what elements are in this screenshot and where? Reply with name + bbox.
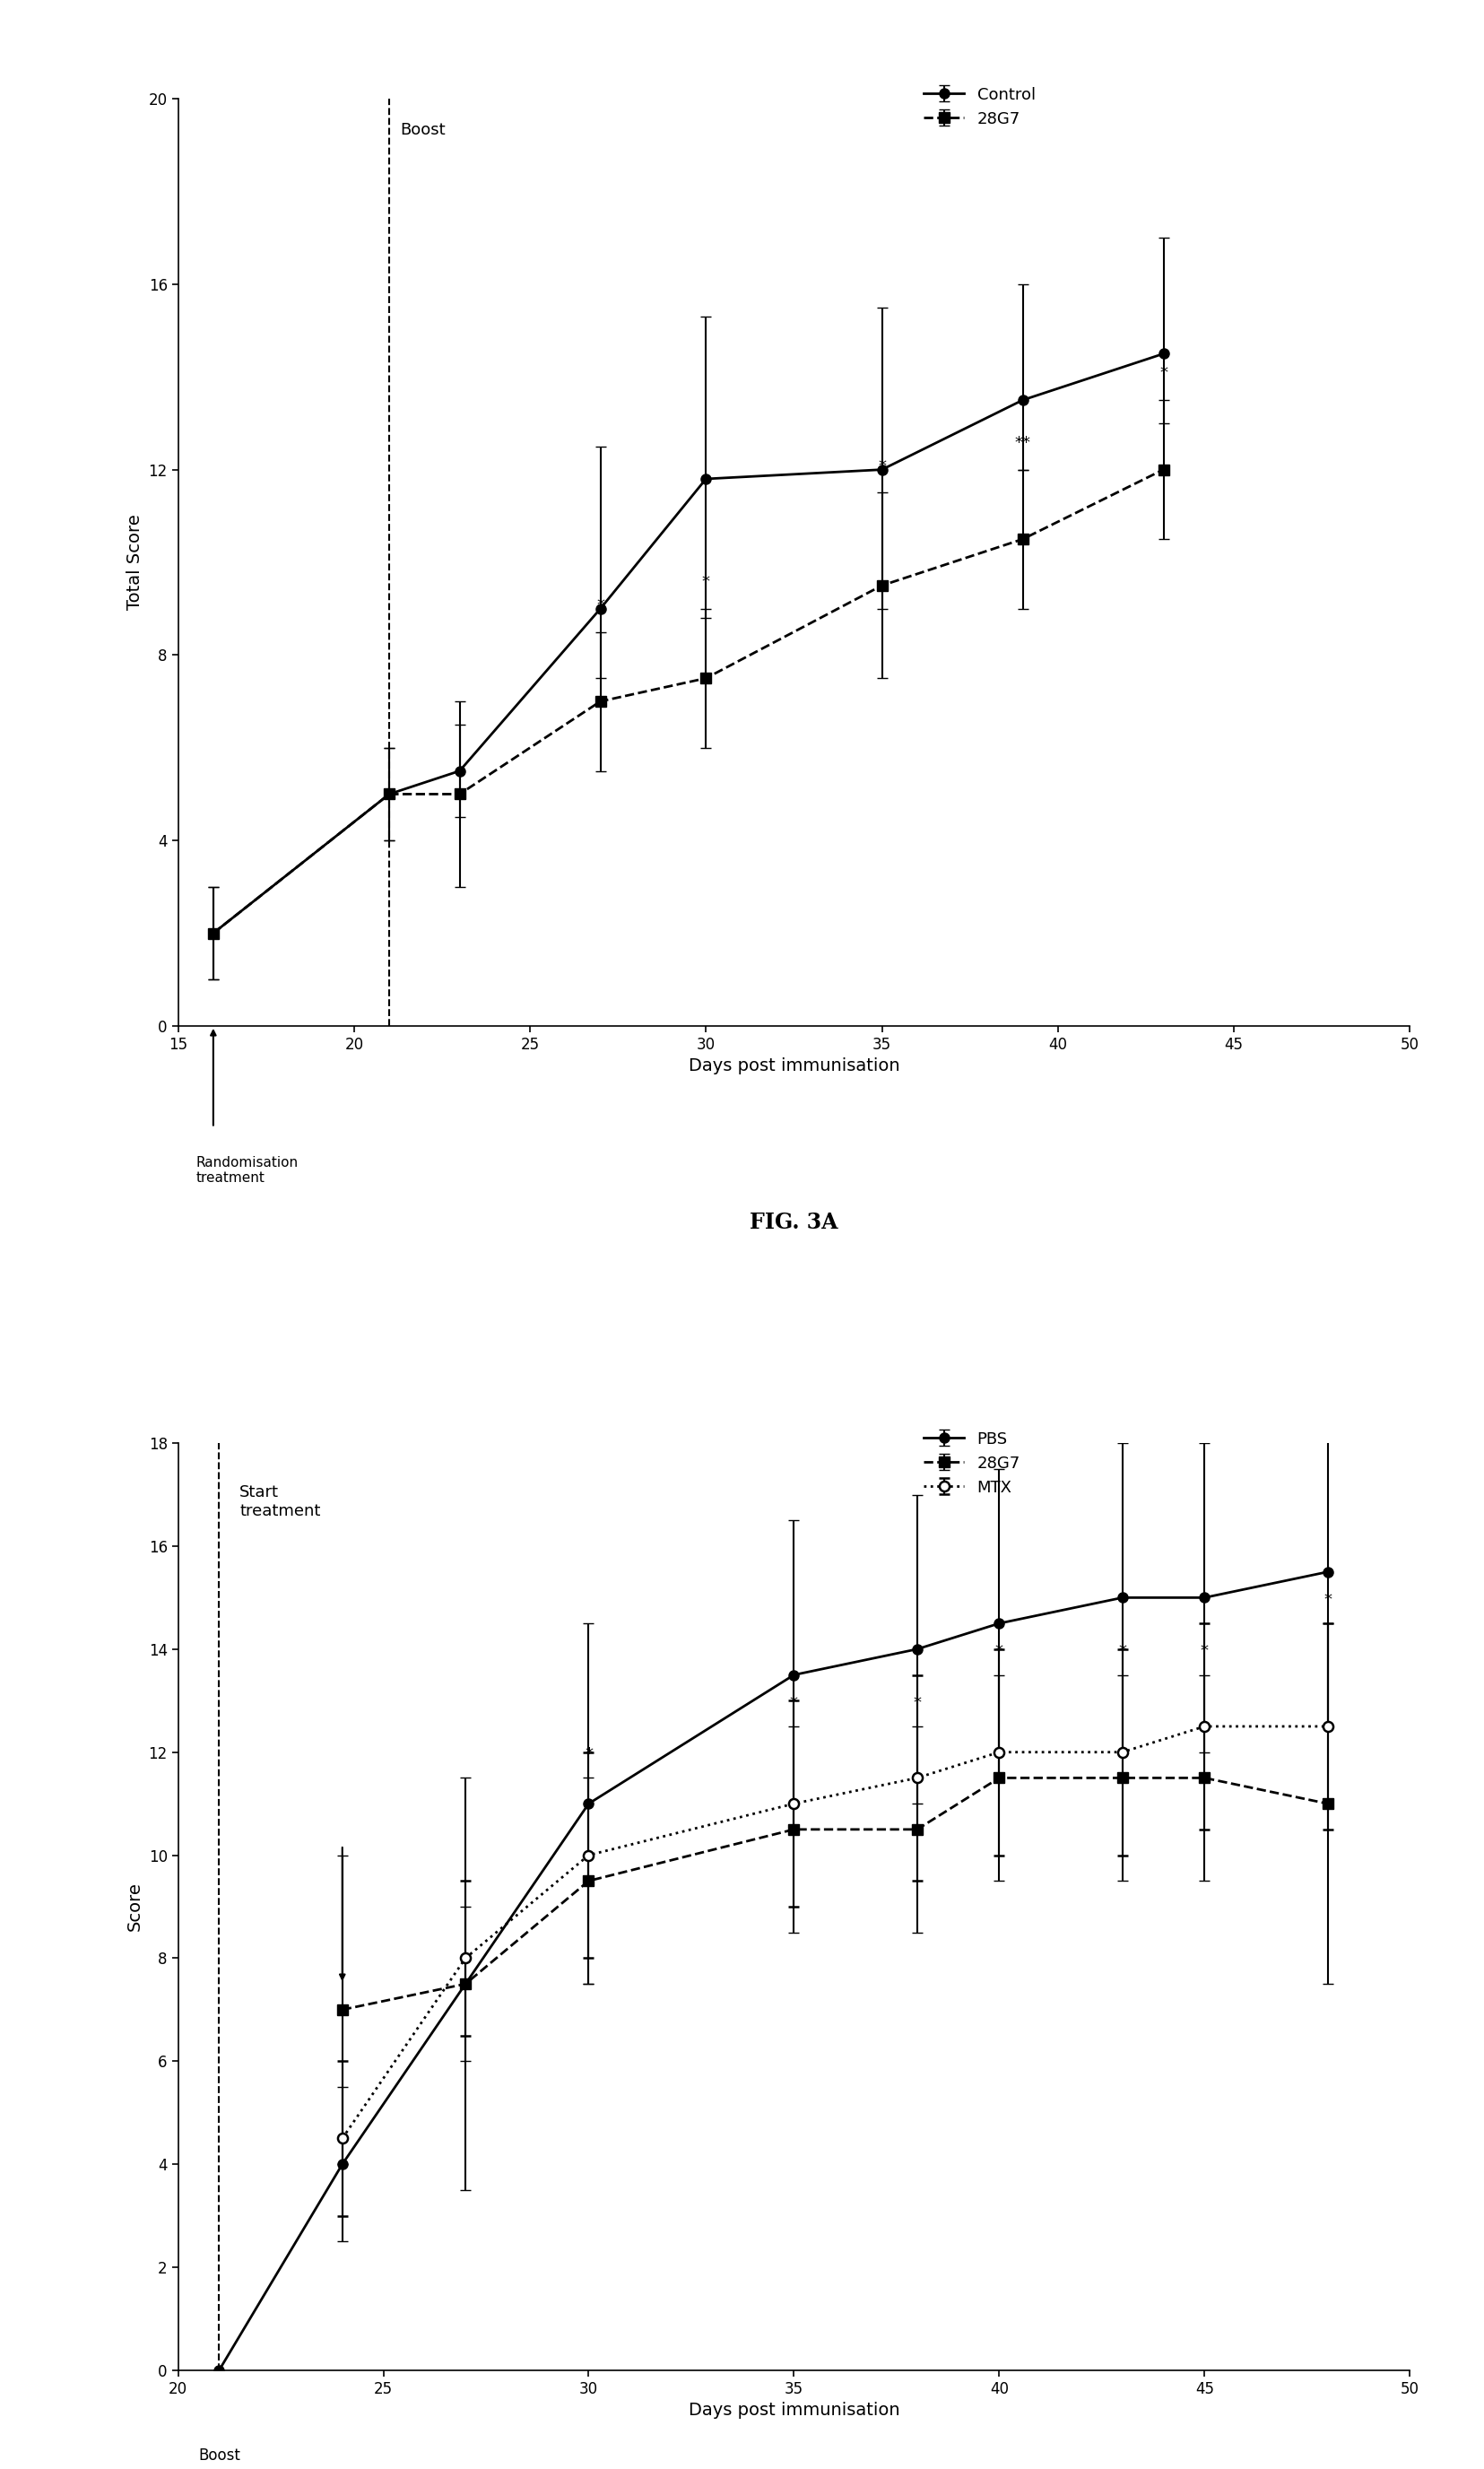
Text: Boost: Boost [199, 2447, 240, 2464]
Legend: PBS, 28G7, MTX: PBS, 28G7, MTX [917, 1425, 1027, 1501]
X-axis label: Days post immunisation: Days post immunisation [689, 2402, 899, 2420]
Text: *: * [789, 1694, 798, 1711]
Text: *: * [1201, 1644, 1208, 1659]
Y-axis label: Total Score: Total Score [126, 514, 144, 610]
Text: *: * [1119, 1644, 1126, 1659]
Text: Boost: Boost [399, 121, 445, 138]
Y-axis label: Score: Score [126, 1881, 144, 1931]
Text: FIG. 3A: FIG. 3A [749, 1212, 838, 1232]
Text: *: * [585, 1746, 592, 1763]
Text: *: * [1159, 365, 1168, 383]
Text: *: * [1324, 1593, 1331, 1607]
Text: Start
treatment: Start treatment [240, 1484, 321, 1518]
X-axis label: Days post immunisation: Days post immunisation [689, 1057, 899, 1074]
Legend: Control, 28G7: Control, 28G7 [917, 79, 1042, 133]
Text: **: ** [1015, 435, 1031, 452]
Text: *: * [597, 597, 604, 612]
Text: *: * [702, 573, 709, 590]
Text: *: * [913, 1694, 922, 1711]
Text: Randomisation
treatment: Randomisation treatment [196, 1155, 298, 1185]
Text: *: * [996, 1644, 1003, 1659]
Text: *: * [879, 459, 886, 474]
